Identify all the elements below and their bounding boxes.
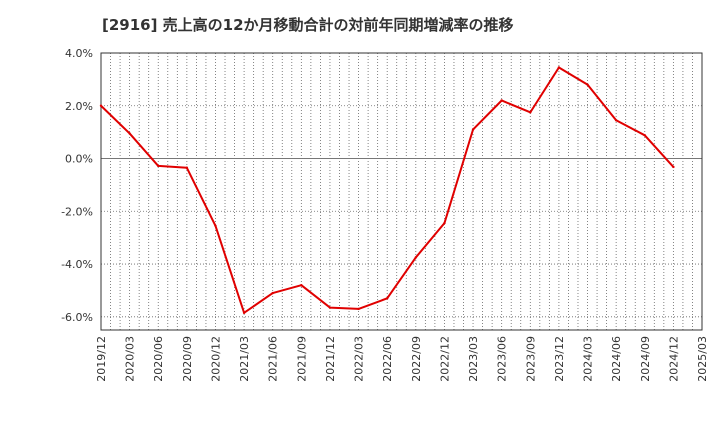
data-point xyxy=(242,311,246,315)
y-tick-label: 4.0% xyxy=(65,47,93,60)
plot-area xyxy=(101,53,702,330)
y-tick-label: 0.0% xyxy=(65,153,93,166)
data-point xyxy=(643,134,646,137)
x-tick-label: 2023/12 xyxy=(553,336,566,382)
y-tick-label: -2.0% xyxy=(61,205,93,218)
data-point xyxy=(471,128,475,131)
x-tick-label: 2022/06 xyxy=(381,336,394,382)
x-tick-label: 2023/09 xyxy=(524,336,537,382)
data-point xyxy=(385,297,389,300)
x-tick-label: 2023/03 xyxy=(467,336,480,382)
data-point xyxy=(357,307,360,311)
data-point xyxy=(214,224,217,227)
data-point xyxy=(443,221,446,225)
x-tick-label: 2020/06 xyxy=(152,336,165,382)
data-point xyxy=(328,306,332,309)
data-point xyxy=(271,291,274,295)
x-tick-label: 2024/09 xyxy=(639,336,652,382)
data-point xyxy=(157,164,160,168)
tick-label-layer: 4.0% 2.0% 0.0% -2.0% -4.0% -6.0%2019/12 2020/0… xyxy=(61,47,709,382)
data-point xyxy=(99,104,103,107)
x-tick-label: 2019/12 xyxy=(95,336,108,382)
data-point xyxy=(128,132,131,135)
x-tick-label: 2024/03 xyxy=(582,336,595,382)
x-tick-label: 2020/09 xyxy=(181,336,194,382)
chart-title: [2916] 売上高の12か月移動合計の対前年同期増減率の推移 xyxy=(102,16,514,34)
y-tick-label: 2.0% xyxy=(65,100,93,113)
data-point xyxy=(414,256,418,259)
x-tick-label: 2021/06 xyxy=(267,336,280,382)
x-tick-label: 2023/06 xyxy=(496,336,509,382)
x-tick-label: 2021/03 xyxy=(238,336,251,382)
y-tick-label: -6.0% xyxy=(61,311,93,324)
x-tick-label: 2024/06 xyxy=(610,336,623,382)
axis-layer xyxy=(100,52,703,331)
y-tick-label: -4.0% xyxy=(61,258,93,271)
data-point xyxy=(614,119,618,122)
x-tick-label: 2021/09 xyxy=(295,336,308,382)
plot-border xyxy=(100,52,703,331)
data-point xyxy=(500,99,503,102)
x-tick-label: 2020/03 xyxy=(124,336,137,382)
data-point xyxy=(185,166,189,169)
data-point xyxy=(300,283,303,287)
x-tick-label: 2022/09 xyxy=(410,336,423,382)
data-point xyxy=(557,66,561,69)
x-tick-label: 2025/03 xyxy=(696,336,709,382)
series-layer xyxy=(99,66,675,315)
x-tick-label: 2022/12 xyxy=(438,336,451,382)
x-tick-label: 2022/03 xyxy=(353,336,366,382)
x-tick-label: 2024/12 xyxy=(667,336,680,382)
data-point xyxy=(529,111,532,114)
x-tick-label: 2021/12 xyxy=(324,336,337,382)
x-tick-label: 2020/12 xyxy=(209,336,222,382)
data-point xyxy=(672,165,675,169)
data-point xyxy=(586,83,589,86)
grid-layer xyxy=(101,52,702,330)
